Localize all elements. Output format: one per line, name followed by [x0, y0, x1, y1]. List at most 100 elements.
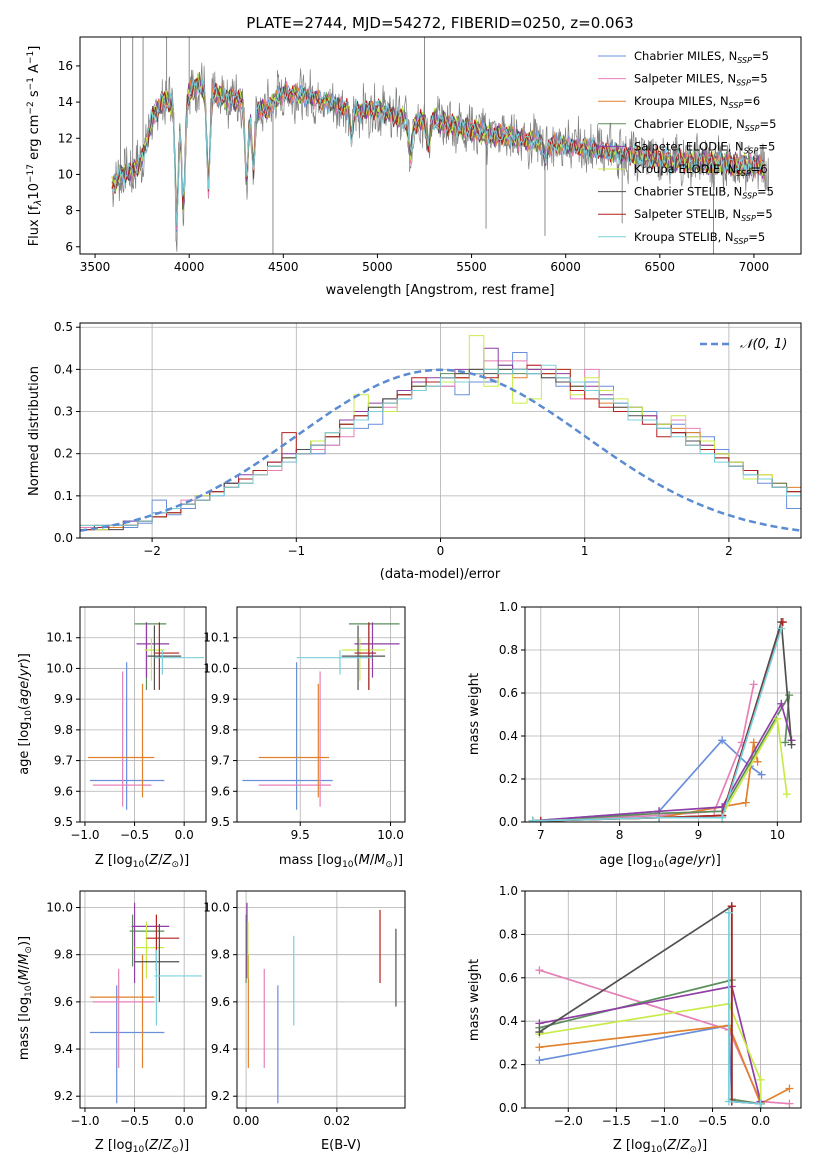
y-tick-label: 9.8	[54, 948, 73, 962]
mass-weight-marker-8	[655, 813, 664, 822]
legend-nssp: =5	[748, 230, 765, 244]
mass-weight-marker-0	[535, 1056, 544, 1065]
y-tick-label: 0.6	[499, 971, 518, 985]
mass-weight-marker-8	[756, 1099, 765, 1108]
series-layer	[111, 37, 770, 254]
mass-weight-marker-2	[749, 738, 758, 747]
legend-nssp: =5	[758, 139, 775, 153]
y-tick-label: 9.6	[54, 995, 73, 1009]
x-tick-label: 9.5	[291, 828, 310, 842]
legend-nssp: =5	[757, 185, 774, 199]
y-tick-label: 0.4	[54, 362, 73, 376]
spectrum-panel: 3500 4000 4500 5000 5500 6000 6500 7000 6 8 10 12 14…	[26, 36, 802, 298]
spectrum-legend: Chabrier MILES, NSSP=5 Salpeter MILES, NS…	[598, 49, 776, 246]
x-tick-label: 8	[616, 828, 624, 842]
residual-hist-4	[80, 347, 801, 531]
legend-nssp: =5	[756, 207, 773, 221]
y-tick-label: 9.4	[211, 1042, 230, 1056]
mass-weight-marker-2	[785, 1084, 794, 1093]
y-tick-label: 8	[65, 204, 73, 218]
x-tick-label: −0.5	[698, 1114, 727, 1128]
legend-label-4: Salpeter ELODIE, NSSP=5	[634, 139, 775, 155]
model-spectrum-8	[111, 78, 765, 227]
residual-hist-8	[80, 364, 801, 526]
series-layer	[535, 902, 794, 1108]
mass-weight-vs-age-x-label: age [log10(age/yr)]	[599, 853, 721, 870]
legend-label-6: Chabrier STELIB, NSSP=5	[634, 185, 774, 201]
x-tick-label: 6500	[645, 260, 676, 274]
x-tick-label: −1.0	[70, 828, 99, 842]
x-tick-label: 6000	[550, 260, 581, 274]
mass-weight-marker-2	[753, 757, 762, 766]
y-tick-label: 9.8	[211, 948, 230, 962]
mass-weight-marker-7	[727, 902, 736, 911]
x-tick-label: 0.0	[751, 1114, 770, 1128]
series-layer	[87, 622, 205, 810]
series-layer	[242, 622, 400, 810]
y-tick-label: 0.4	[499, 1014, 518, 1028]
age-vs-mass-panel: 9.5 10.0 9.5 9.6 9.7 9.8 9.9 10.0 10.1 mass [log…	[203, 606, 406, 870]
y-tick-label: 9.8	[211, 723, 230, 737]
legend-label-8: Kroupa STELIB, NSSP=5	[634, 230, 765, 246]
mass-weight-marker-6	[787, 740, 796, 749]
y-tick-label: 9.6	[211, 784, 230, 798]
y-tick-label: 0.5	[54, 320, 73, 334]
x-tick-label: 0.02	[324, 1114, 351, 1128]
y-tick-label: 10.0	[46, 661, 73, 675]
series-layer	[245, 902, 397, 1104]
axes-frame	[79, 36, 802, 255]
x-tick-label: 3500	[80, 260, 111, 274]
legend-label-5: Kroupa ELODIE, NSSP=6	[634, 162, 768, 178]
age-vs-Z-plot-area: −1.0 −0.5 0.0 9.5 9.6 9.7 9.8 9.9 10.0 10.1	[46, 606, 207, 842]
residuals-y-label: Normed distribution	[27, 366, 42, 496]
y-tick-label: 9.9	[54, 692, 73, 706]
spectrum-y-label: Flux [fλ10−17 erg cm−2 s−1 A−1]	[26, 46, 44, 247]
x-tick-label: 0.0	[175, 1114, 194, 1128]
y-tick-label: 16	[58, 59, 73, 73]
axes-frame	[236, 606, 406, 823]
residual-hist-7	[80, 364, 801, 531]
y-tick-label: 9.8	[54, 723, 73, 737]
y-tick-label: 0.8	[499, 927, 518, 941]
legend-nssp: =5	[751, 72, 768, 86]
mass-weight-marker-2	[535, 1043, 544, 1052]
mass-weight-marker-3	[781, 738, 790, 747]
mass-weight-line-8	[532, 628, 783, 822]
legend-sub: SSP	[742, 192, 757, 201]
y-tick-label: 9.5	[211, 815, 230, 829]
mass-weight-marker-5	[782, 790, 791, 799]
legend-sub: SSP	[745, 124, 760, 133]
mass-weight-marker-5	[773, 714, 782, 723]
y-tick-label: 9.5	[54, 815, 73, 829]
mass-weight-vs-Z-y-label: mass weight	[467, 959, 482, 1041]
x-tick-label: 4500	[268, 260, 299, 274]
mass-weight-line-8	[728, 912, 761, 1105]
y-tick-label: 9.6	[54, 784, 73, 798]
x-tick-label: −1.5	[602, 1114, 631, 1128]
mass-vs-Z-y-label: mass [log10(M/M⊙)]	[17, 936, 34, 1060]
legend-sub: SSP	[736, 79, 751, 88]
y-tick-label: 9.2	[54, 1089, 73, 1103]
y-tick-label: 6	[65, 240, 73, 254]
x-tick-label: 7000	[739, 260, 770, 274]
x-tick-label: 0.00	[233, 1114, 260, 1128]
y-tick-label: 9.7	[54, 754, 73, 768]
x-tick-label: 9	[695, 828, 703, 842]
residuals-plot-area: −2 −1 0 1 2 0.0 0.1 0.2 0.3 0.4 0.5	[54, 320, 802, 558]
y-tick-label: 1.0	[499, 884, 518, 898]
mass-weight-vs-age-panel: 7 8 9 10 0.0 0.2 0.4 0.6 0.8 1.0 age [log10(age/y…	[467, 600, 802, 870]
x-tick-label: −0.5	[120, 1114, 149, 1128]
mass-weight-marker-2	[741, 798, 750, 807]
residuals-legend: 𝒩(0, 1)	[700, 337, 787, 352]
mass-weight-marker-1	[785, 1099, 794, 1108]
mass-vs-EBV-plot-area: 0.00 0.02 9.2 9.4 9.6 9.8 10.0	[203, 890, 406, 1128]
legend-label-0: Chabrier MILES, NSSP=5	[634, 49, 769, 65]
y-tick-label: 10.1	[203, 631, 230, 645]
gauss-legend-label: 𝒩(0, 1)	[740, 337, 787, 352]
y-tick-label: 9.4	[54, 1042, 73, 1056]
x-tick-label: 10	[770, 828, 785, 842]
legend-sub: SSP	[734, 237, 749, 246]
mass-weight-vs-age-plot-area: 7 8 9 10 0.0 0.2 0.4 0.6 0.8 1.0	[499, 600, 802, 842]
residuals-panel: −2 −1 0 1 2 0.0 0.1 0.2 0.3 0.4 0.5 (data-model)/e…	[27, 320, 802, 582]
